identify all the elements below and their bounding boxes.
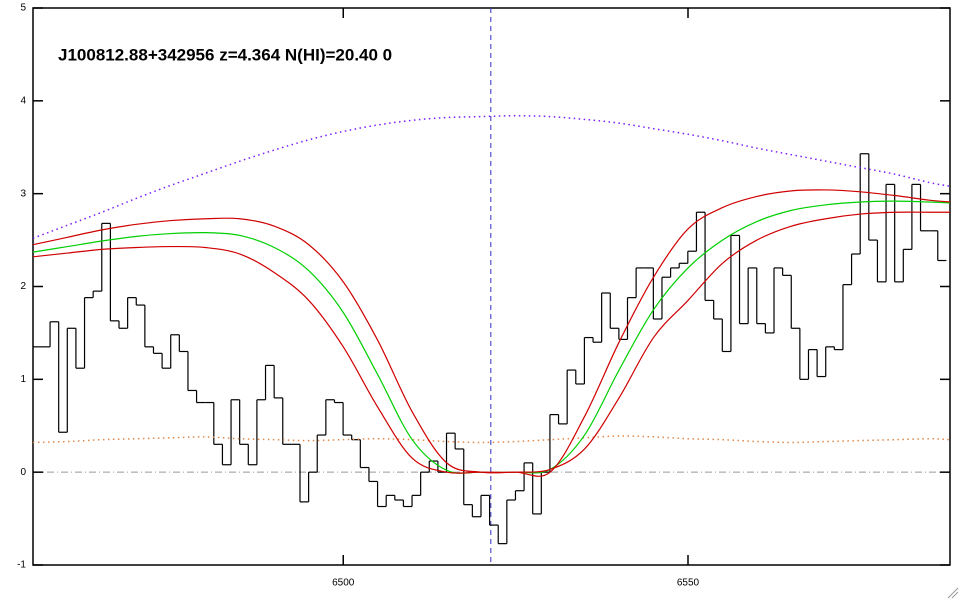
y-tick-label: 5	[20, 3, 26, 14]
chart-title: J100812.88+342956 z=4.364 N(HI)=20.40 0	[58, 45, 392, 64]
y-tick-label: 4	[20, 95, 26, 106]
y-tick-label: 1	[20, 374, 26, 385]
y-tick-label: 0	[20, 467, 26, 478]
dotted-curve	[32, 114, 951, 239]
model-curve	[32, 211, 951, 474]
y-tick-label: 2	[20, 281, 26, 292]
dotted-curve	[32, 435, 951, 444]
y-tick-label: 3	[20, 188, 26, 199]
x-tick-label: 6500	[332, 578, 355, 589]
x-tick-label: 6550	[677, 578, 700, 589]
y-tick-label: -1	[17, 560, 26, 571]
resize-grip	[947, 587, 959, 599]
